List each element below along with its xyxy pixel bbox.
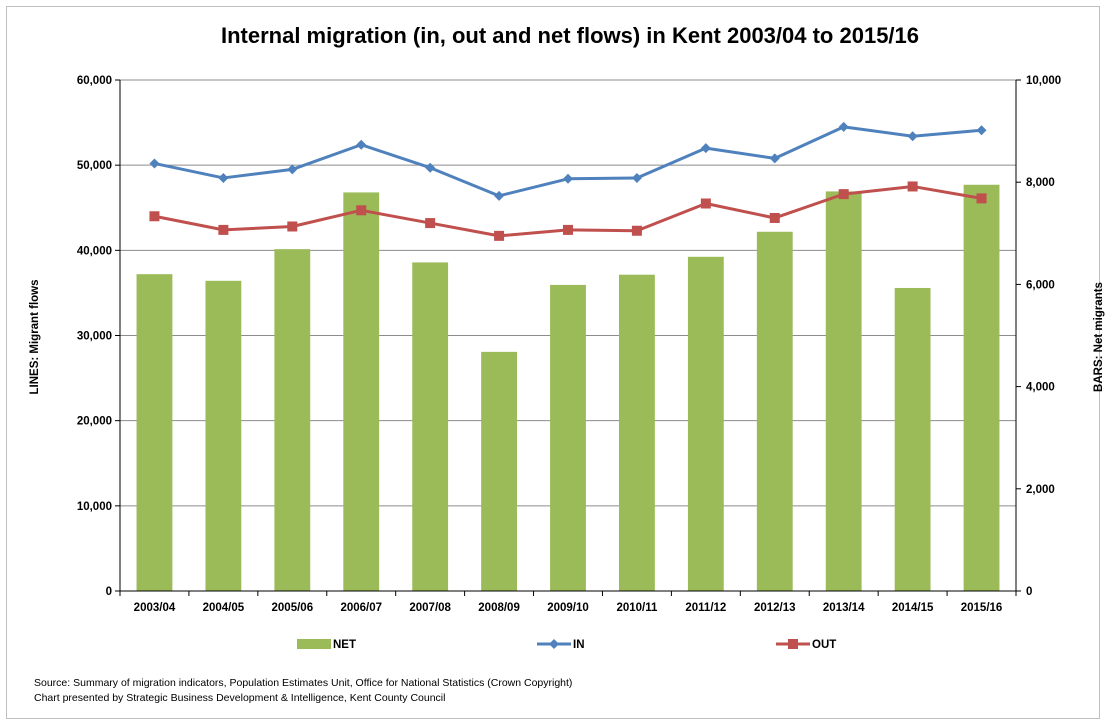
net-bar	[550, 284, 586, 591]
left-axis-tick-label: 10,000	[77, 501, 112, 513]
in-point	[287, 164, 298, 175]
x-axis-tick-label: 2008/09	[478, 602, 520, 614]
net-bar	[205, 280, 242, 591]
legend-label-out: OUT	[812, 639, 836, 651]
net-bar	[963, 184, 1000, 591]
out-point	[907, 181, 918, 192]
right-axis-tick-label: 8,000	[1026, 177, 1055, 189]
net-bar	[136, 274, 173, 591]
net-bar	[619, 274, 655, 591]
in-point	[976, 125, 987, 136]
x-axis-tick-label: 2006/07	[340, 602, 382, 614]
legend-label-in: IN	[573, 639, 585, 651]
net-bar	[412, 262, 449, 591]
in-point	[563, 173, 573, 184]
presented-by-note: Chart presented by Strategic Business De…	[34, 692, 446, 704]
in-point	[356, 139, 367, 150]
legend-label-net: NET	[333, 639, 356, 651]
x-axis-tick-label: 2014/15	[892, 602, 934, 614]
source-note: Source: Summary of migration indicators,…	[34, 677, 573, 689]
out-point	[287, 221, 298, 232]
legend-swatch-net	[297, 639, 331, 649]
x-axis-tick-label: 2004/05	[203, 602, 245, 614]
x-axis-tick-label: 2005/06	[272, 602, 314, 614]
in-point	[700, 143, 711, 154]
out-point	[631, 225, 642, 236]
out-point	[218, 224, 229, 235]
in-point	[907, 131, 918, 142]
net-bar	[274, 249, 311, 592]
right-axis-title: BARS: Net migrants	[1093, 282, 1105, 392]
left-axis-tick-label: 20,000	[77, 416, 112, 428]
out-point	[563, 224, 573, 235]
out-point	[149, 211, 160, 222]
x-axis-tick-label: 2009/10	[547, 602, 589, 614]
flow-lines	[149, 121, 987, 241]
net-bar	[894, 287, 931, 591]
in-line	[154, 125, 982, 198]
in-point	[218, 172, 229, 183]
out-point	[976, 193, 987, 204]
out-point	[425, 218, 436, 229]
left-axis-tick-label: 60,000	[77, 75, 112, 87]
in-point	[769, 153, 780, 164]
in-point	[425, 162, 436, 173]
x-axis-tick-label: 2010/11	[616, 602, 658, 614]
net-bar	[343, 192, 380, 592]
right-axis-tick-label: 2,000	[1026, 484, 1055, 496]
net-bar	[756, 231, 793, 591]
in-point	[631, 172, 642, 183]
out-point	[700, 198, 711, 209]
in-point	[494, 190, 505, 201]
x-axis-tick-label: 2007/08	[409, 602, 451, 614]
net-bar	[687, 256, 724, 591]
chart-title: Internal migration (in, out and net flow…	[221, 23, 919, 48]
out-point	[838, 189, 849, 200]
right-axis-tick-label: 0	[1026, 586, 1032, 598]
out-point	[494, 230, 505, 241]
out-point	[769, 212, 780, 223]
x-axis-tick-label: 2012/13	[754, 602, 796, 614]
x-axis-tick-label: 2003/04	[134, 602, 176, 614]
left-axis-title: LINES: Migrant flows	[29, 280, 41, 395]
x-axis-tick-label: 2015/16	[961, 602, 1003, 614]
net-bar	[825, 191, 862, 591]
legend: NET IN OUT	[297, 639, 836, 651]
out-point	[356, 205, 367, 216]
x-axis-tick-label: 2013/14	[823, 602, 865, 614]
legend-marker-out	[788, 639, 798, 649]
axes: 0 10,000 20,000 30,000 40,000 50,000 60,000 0 2,…	[77, 75, 1061, 614]
x-axis-tick-label: 2011/12	[685, 602, 726, 614]
net-bars	[136, 184, 1000, 592]
left-axis-tick-label: 30,000	[77, 331, 112, 343]
in-point	[149, 158, 160, 169]
right-axis-tick-label: 6,000	[1026, 279, 1055, 291]
left-axis-tick-label: 50,000	[77, 160, 112, 172]
left-axis-tick-label: 0	[106, 586, 112, 598]
left-axis-tick-label: 40,000	[77, 245, 112, 257]
legend-marker-in	[549, 639, 559, 649]
in-point	[838, 121, 849, 132]
right-axis-tick-label: 10,000	[1026, 75, 1061, 87]
right-axis-tick-label: 4,000	[1026, 382, 1055, 394]
net-bar	[481, 351, 517, 591]
